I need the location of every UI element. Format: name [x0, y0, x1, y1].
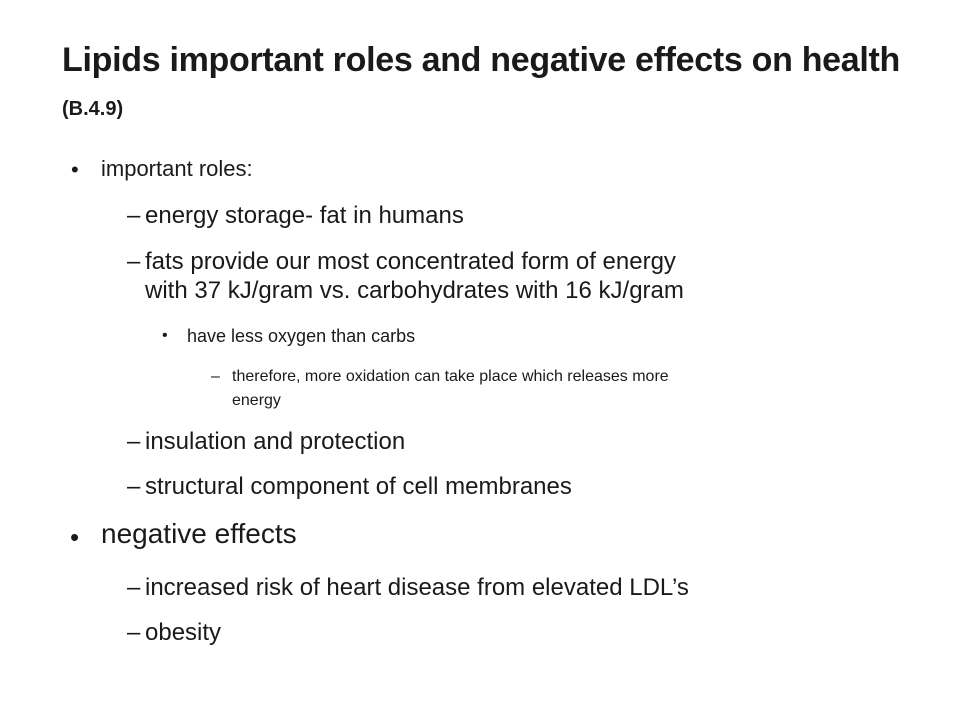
dash-marker: –	[127, 428, 141, 455]
dash-marker: –	[127, 248, 141, 275]
oxidation-note-continued: energy	[232, 392, 281, 409]
role-item-continued: with 37 kJ/gram vs. carbohydrates with 1…	[145, 277, 684, 304]
bullet-marker: •	[70, 522, 80, 552]
bullet-marker: •	[162, 327, 168, 344]
title-code: (B.4.9)	[62, 98, 124, 120]
role-item: structural component of cell membranes	[145, 473, 572, 500]
bullet-marker: •	[71, 157, 79, 182]
dash-marker: –	[127, 202, 141, 229]
oxygen-note: have less oxygen than carbs	[187, 326, 416, 346]
slide-title: Lipids important roles and negative effe…	[62, 38, 922, 131]
role-item: fats provide our most concentrated form …	[145, 248, 676, 275]
roles-heading: important roles:	[101, 156, 253, 181]
dash-marker: –	[127, 473, 141, 500]
role-item: energy storage- fat in humans	[145, 202, 464, 229]
role-item: insulation and protection	[145, 428, 406, 455]
negative-item: obesity	[145, 619, 222, 646]
negative-item: increased risk of heart disease from ele…	[145, 574, 689, 601]
title-text: Lipids important roles and negative effe…	[62, 41, 901, 79]
dash-marker: –	[211, 368, 220, 385]
oxidation-note: therefore, more oxidation can take place…	[232, 368, 669, 385]
negative-heading: negative effects	[101, 518, 297, 549]
dash-marker: –	[127, 619, 141, 646]
dash-marker: –	[127, 574, 141, 601]
